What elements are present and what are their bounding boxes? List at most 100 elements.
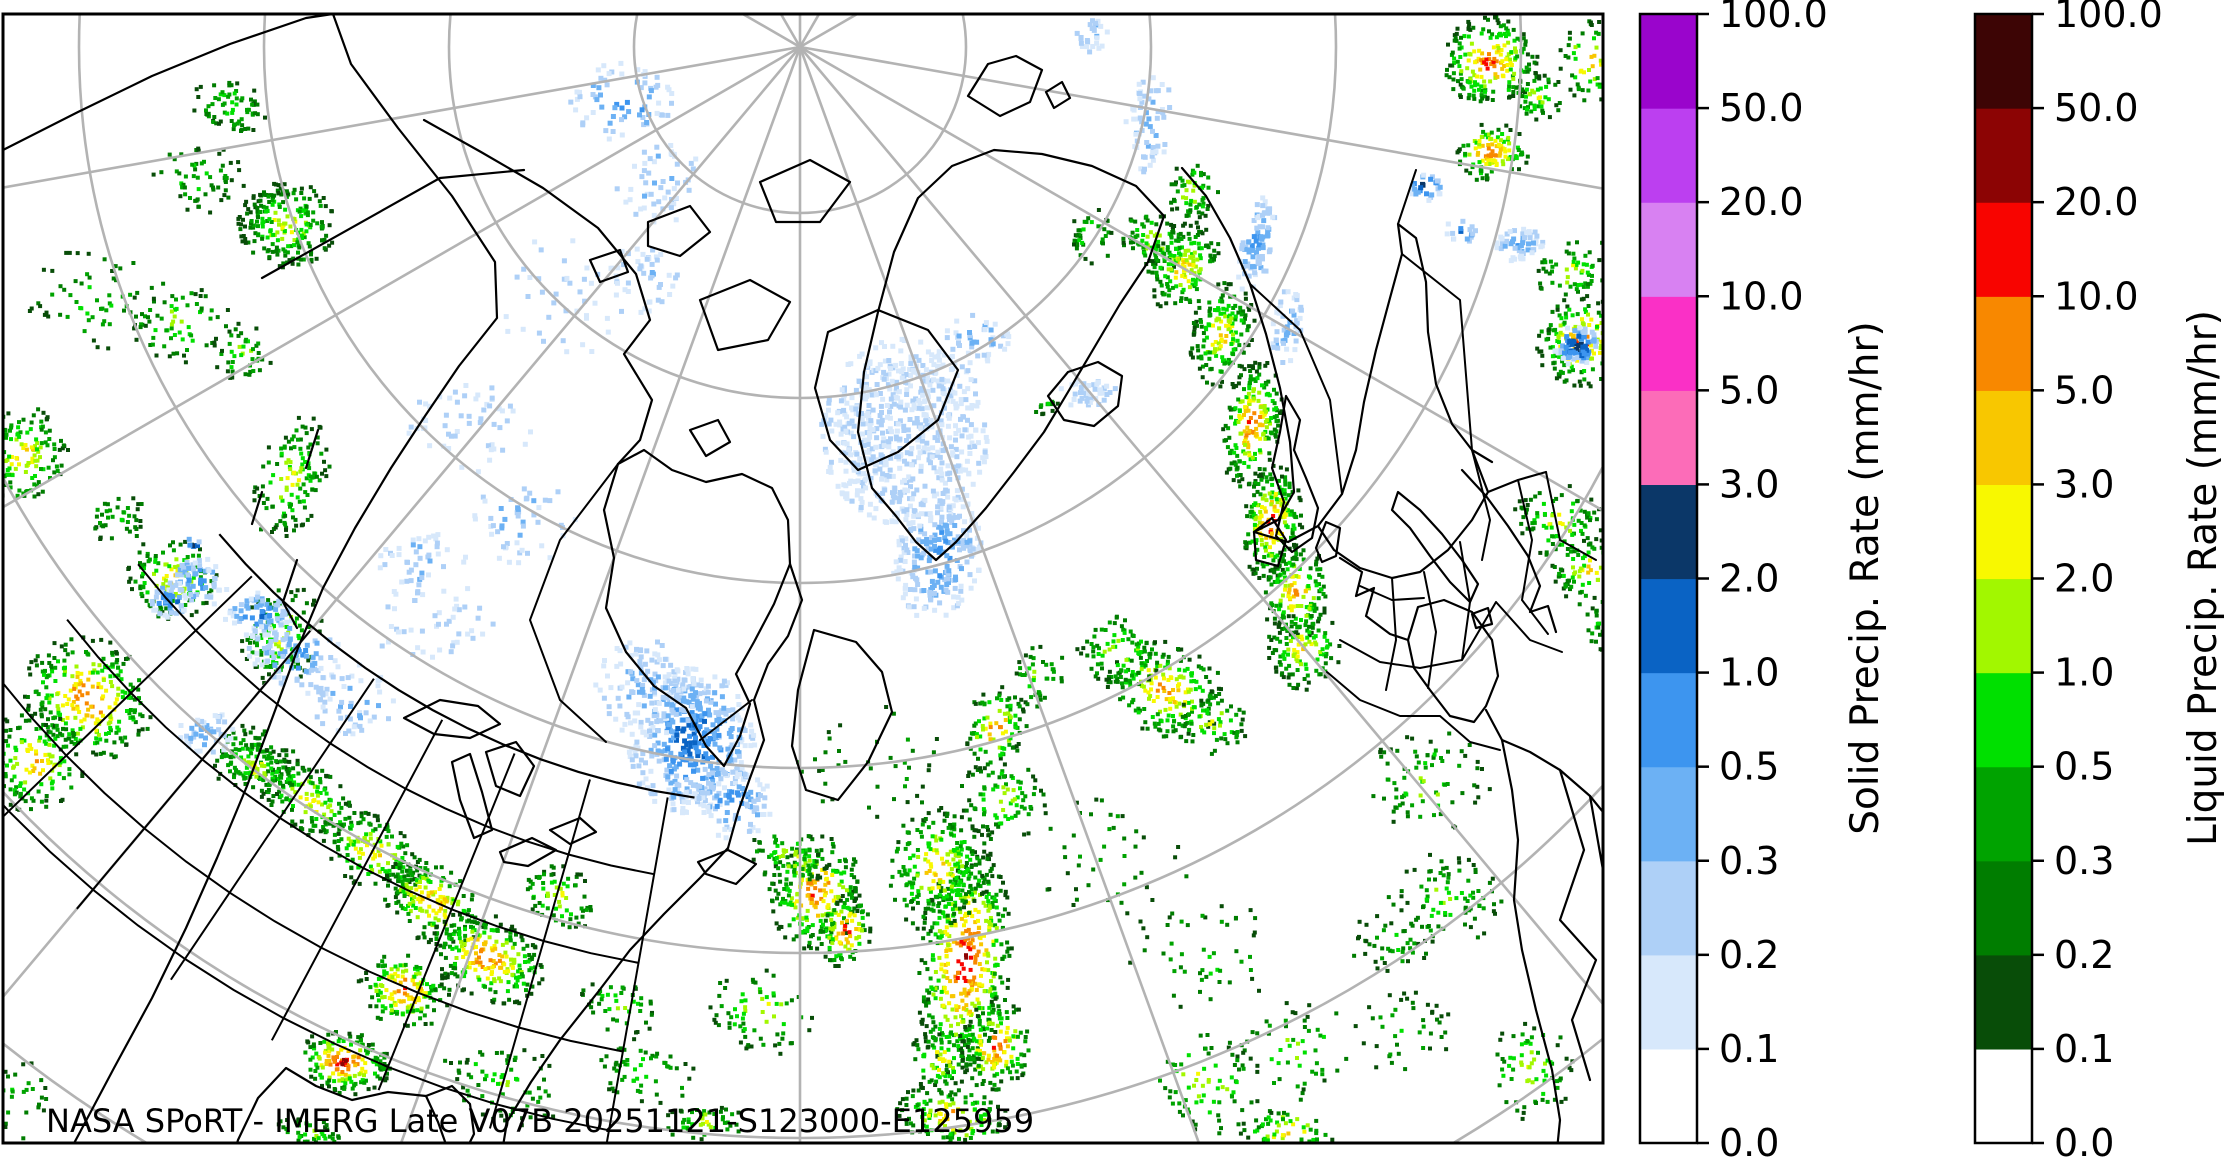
precip-pixel [843,859,848,864]
precip-pixel [781,848,786,853]
precip-pixel [1201,667,1206,672]
precip-pixel [467,918,471,923]
precip-pixel [315,785,320,790]
precip-pixel [265,209,270,213]
precip-pixel [417,885,422,889]
precip-pixel [439,883,444,888]
precip-pixel [975,1048,980,1053]
precip-pixel [1165,659,1170,664]
precip-pixel [926,931,931,936]
precip-pixel [271,749,276,754]
precip-pixel [975,768,980,772]
precip-pixel [508,930,513,935]
precip-pixel [788,900,793,905]
precip-pixel [313,1140,318,1142]
precip-pixel [4,414,6,419]
precip-pixel [806,881,811,886]
precip-pixel [941,861,946,866]
precip-pixel [929,864,934,869]
precip-pixel [248,225,253,230]
precip-pixel [944,894,949,899]
precip-pixel [968,1009,972,1014]
precip-pixel [1122,243,1126,248]
precip-pixel [504,928,509,933]
precip-pixel [957,1136,961,1141]
precip-pixel [1199,698,1204,703]
precip-pixel [839,909,844,914]
precip-pixel [393,886,398,891]
precip-pixel [981,1067,986,1072]
precip-pixel [1008,1070,1013,1075]
precip-pixel [1002,762,1007,767]
precip-pixel [433,987,438,992]
precip-pixel [784,882,789,887]
precip-pixel [461,955,466,959]
precip-pixel [229,83,234,88]
precip-pixel [841,905,846,910]
precip-pixel [1103,628,1108,632]
precip-pixel [495,927,500,932]
precip-pixel [90,684,95,689]
precip-pixel [1030,646,1035,651]
precip-pixel [153,556,158,561]
precip-pixel [263,115,267,120]
precip-pixel [1005,949,1010,954]
precip-pixel [1127,703,1132,708]
precip-pixel [266,769,270,774]
precip-pixel [327,1043,332,1048]
precip-pixel [1120,685,1125,690]
precip-pixel [942,914,947,919]
precip-pixel [321,838,326,843]
precip-pixel [481,924,486,929]
precip-pixel [288,467,293,472]
precip-pixel [732,1022,737,1027]
precip-pixel [145,551,150,556]
precip-pixel [964,808,969,813]
precip-pixel [288,504,292,509]
precip-pixel [252,88,257,93]
precip-pixel [402,874,407,879]
precip-pixel [928,940,933,945]
precip-pixel [649,1056,653,1061]
precip-pixel [956,882,961,887]
precip-pixel [50,268,55,273]
precip-pixel [1216,717,1221,722]
precip-pixel [1000,731,1005,736]
precip-pixel [69,740,74,745]
precip-pixel [27,718,32,723]
precip-pixel [237,215,242,219]
precip-pixel [284,525,289,530]
precip-pixel [774,837,778,842]
precip-pixel [990,1060,995,1064]
precip-pixel [308,1123,312,1128]
precip-pixel [956,888,961,893]
precip-pixel [431,908,436,913]
precip-pixel [760,996,765,1001]
precip-pixel [398,887,403,892]
precip-pixel [253,231,258,236]
precip-pixel [931,992,936,997]
precip-pixel [985,762,990,767]
precip-pixel [1131,246,1135,251]
precip-pixel [964,865,969,869]
precip-pixel [1237,707,1242,712]
precip-pixel [290,437,295,442]
precip-pixel [4,784,6,789]
precip-pixel [948,871,953,876]
precip-pixel [828,926,833,931]
precip-pixel [977,962,982,966]
precip-pixel [257,599,262,604]
precip-pixel [52,447,57,451]
precip-pixel [136,687,141,692]
precip-pixel [445,1003,450,1008]
precip-pixel [1185,260,1190,265]
precip-pixel [182,558,187,563]
precip-pixel [318,777,323,781]
precip-pixel [810,837,815,842]
precip-pixel [819,896,824,901]
precip-pixel [654,1092,659,1097]
precip-pixel [1023,1035,1028,1039]
precip-pixel [945,976,950,980]
precip-pixel [933,834,938,839]
precip-pixel [960,1058,965,1063]
